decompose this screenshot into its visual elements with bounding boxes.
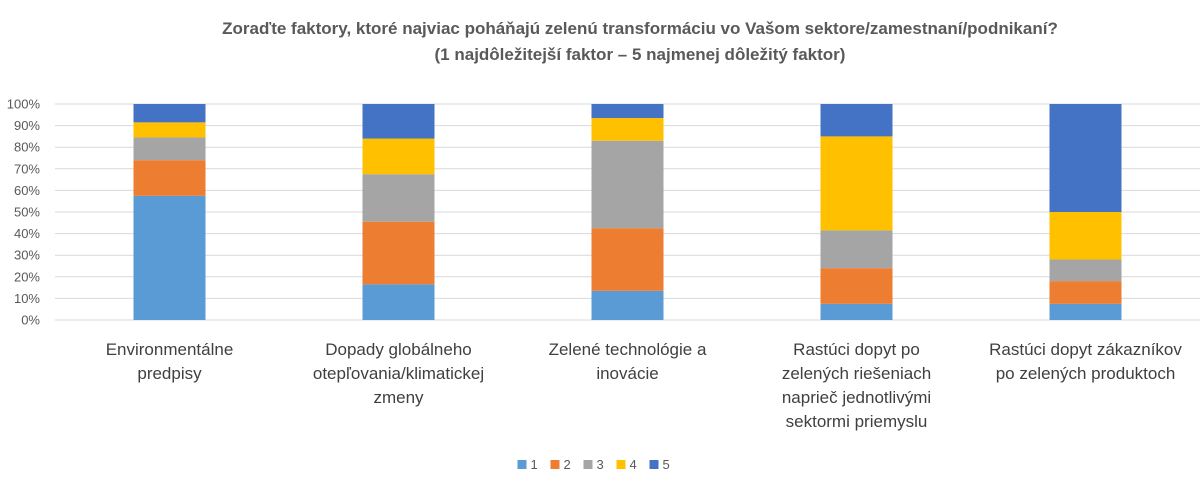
x-category-label: predpisy [137, 364, 202, 383]
x-category-label: Rastúci dopyt po [793, 340, 920, 359]
bar-segment-cat3-series-3 [591, 140, 664, 229]
y-tick-label: 90% [14, 118, 40, 133]
bar-segment-cat2-series-5 [362, 104, 435, 139]
y-tick-label: 20% [14, 269, 40, 284]
bar-segment-cat2-series-1 [362, 284, 435, 320]
legend-swatch-5 [649, 460, 659, 469]
y-axis-ticks: 0% 10% 20% 30% 40% 50% 60% 70% 80% 90% 100% [7, 97, 41, 328]
bar-segment-cat5-series-3 [1049, 259, 1122, 282]
y-tick-label: 70% [14, 161, 40, 176]
legend-label-3: 3 [597, 457, 604, 472]
chart-title: Zoraďte faktory, ktoré najviac poháňajú … [222, 19, 1058, 64]
bar-segment-cat5-series-5 [1049, 104, 1122, 212]
y-tick-label: 30% [14, 248, 40, 263]
bar-segment-cat3-series-1 [591, 290, 664, 320]
y-tick-label: 80% [14, 140, 40, 155]
bar-segment-cat1-series-2 [133, 160, 206, 196]
bar-segment-cat4-series-5 [820, 104, 893, 137]
x-category-label: Environmentálne [106, 340, 234, 359]
x-category-label: sektormi priemyslu [786, 412, 928, 431]
legend: 1 2 3 4 5 [517, 457, 670, 472]
bar-segment-cat2-series-3 [362, 174, 435, 222]
bar-segment-cat3-series-4 [591, 118, 664, 141]
bar-segment-cat5-series-1 [1049, 303, 1122, 320]
x-category-label: naprieč jednotlivými [782, 388, 931, 407]
chart-title-line-2: (1 najdôležitejší faktor – 5 najmenej dô… [435, 45, 846, 64]
x-category-label: inovácie [596, 364, 658, 383]
x-category-label: Rastúci dopyt zákazníkov [989, 340, 1182, 359]
y-tick-label: 50% [14, 205, 40, 220]
bar-segment-cat4-series-3 [820, 230, 893, 269]
y-tick-label: 40% [14, 226, 40, 241]
chart-title-line-1: Zoraďte faktory, ktoré najviac poháňajú … [222, 19, 1058, 38]
x-category-label: zmeny [373, 388, 424, 407]
y-tick-label: 10% [14, 291, 40, 306]
legend-swatch-1 [517, 460, 527, 469]
legend-label-2: 2 [564, 457, 571, 472]
legend-swatch-2 [550, 460, 560, 469]
legend-label-4: 4 [630, 457, 637, 472]
x-category-label: zelených riešeniach [782, 364, 931, 383]
bar-segment-cat1-series-5 [133, 104, 206, 123]
y-tick-label: 60% [14, 183, 40, 198]
bar-segment-cat3-series-2 [591, 228, 664, 291]
y-tick-label: 0% [21, 313, 40, 328]
bar-segment-cat4-series-4 [820, 136, 893, 231]
legend-label-1: 1 [531, 457, 538, 472]
bar-segment-cat5-series-2 [1049, 281, 1122, 304]
bar-segment-cat1-series-3 [133, 137, 206, 161]
bar-segment-cat2-series-4 [362, 138, 435, 175]
legend-swatch-4 [616, 460, 626, 469]
x-category-label: po zelených produktoch [996, 364, 1176, 383]
bar-segment-cat5-series-4 [1049, 212, 1122, 260]
x-category-label: Zelené technológie a [549, 340, 707, 359]
x-axis-categories: Environmentálne predpisy Dopady globálneho… [106, 340, 1183, 431]
bar-segment-cat4-series-1 [820, 303, 893, 320]
bar-segment-cat1-series-4 [133, 122, 206, 138]
y-tick-label: 100% [7, 97, 41, 112]
bar-segment-cat1-series-1 [133, 195, 206, 320]
legend-label-5: 5 [663, 457, 670, 472]
x-category-label: otepľovania/klimatickej [313, 364, 484, 383]
x-category-label: Dopady globálneho [325, 340, 472, 359]
bar-segment-cat2-series-2 [362, 221, 435, 285]
legend-swatch-3 [583, 460, 593, 469]
bar-segment-cat4-series-2 [820, 268, 893, 304]
bar-segment-cat3-series-5 [591, 104, 664, 119]
bars [133, 104, 1122, 320]
